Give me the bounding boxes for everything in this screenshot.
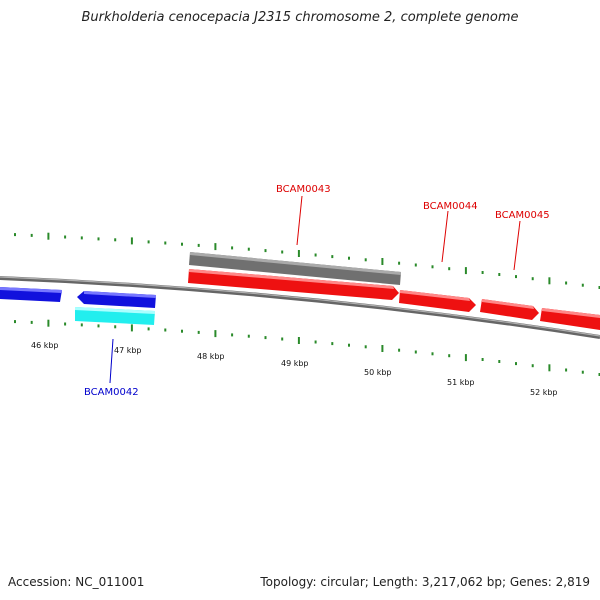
tick-label-52kbp: 52 kbp bbox=[530, 388, 558, 397]
accession-text: Accession: NC_011001 bbox=[8, 575, 145, 589]
tick-label-47kbp: 47 kbp bbox=[114, 346, 142, 355]
feature-cyan[interactable] bbox=[75, 307, 155, 325]
leader-bcam0045 bbox=[513, 220, 521, 271]
tick-label-51kbp: 51 kbp bbox=[447, 378, 475, 387]
feature-blue-left[interactable] bbox=[0, 287, 62, 302]
feature-bcam0045[interactable] bbox=[480, 299, 539, 320]
backbone-highlight bbox=[0, 276, 600, 337]
tick-label-46kbp: 46 kbp bbox=[31, 341, 59, 350]
leader-bcam0042 bbox=[109, 338, 114, 384]
gene-label-bcam0045[interactable]: BCAM0045 bbox=[495, 210, 550, 221]
feature-gray[interactable] bbox=[189, 252, 401, 285]
feature-bcam0042[interactable] bbox=[77, 291, 156, 308]
tick-label-49kbp: 49 kbp bbox=[281, 359, 309, 368]
gene-label-bcam0043[interactable]: BCAM0043 bbox=[276, 184, 331, 195]
feature-red-right[interactable] bbox=[540, 308, 600, 330]
feature-bcam0044[interactable] bbox=[399, 290, 476, 312]
gene-label-bcam0044[interactable]: BCAM0044 bbox=[423, 201, 478, 212]
feature-bcam0043[interactable] bbox=[188, 269, 399, 300]
gene-label-bcam0042[interactable]: BCAM0042 bbox=[84, 387, 139, 398]
leader-bcam0044 bbox=[441, 210, 449, 263]
map-title: Burkholderia cenocepacia J2315 chromosom… bbox=[81, 10, 519, 25]
genome-summary-text: Topology: circular; Length: 3,217,062 bp… bbox=[260, 575, 590, 589]
tick-label-50kbp: 50 kbp bbox=[364, 368, 392, 377]
lower-tick-row bbox=[14, 319, 600, 376]
leader-bcam0043 bbox=[296, 195, 303, 246]
backbone-line bbox=[0, 276, 600, 339]
tick-label-48kbp: 48 kbp bbox=[197, 352, 225, 361]
